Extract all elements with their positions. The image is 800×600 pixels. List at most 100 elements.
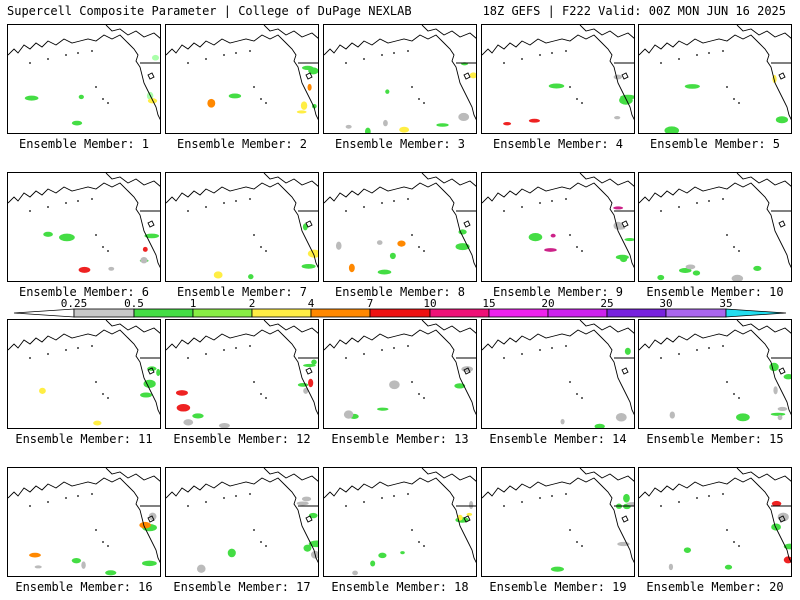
scp-shading-area (303, 544, 312, 552)
island-marker (381, 202, 383, 204)
scp-shading-area (303, 363, 316, 367)
scp-shading-area (301, 65, 314, 70)
scp-shading-area (24, 95, 39, 101)
island-marker (696, 349, 698, 351)
island-marker (576, 541, 578, 543)
scp-shading-area (105, 570, 117, 576)
member-map-panel (323, 24, 477, 134)
coastline (324, 34, 476, 121)
scp-shading-area (71, 120, 83, 126)
member-map (8, 25, 160, 126)
island-marker (47, 58, 49, 60)
scp-shading-area (731, 274, 744, 281)
color-scale-tick-label: 4 (307, 297, 315, 310)
arctic-coastline (579, 468, 634, 482)
color-scale-segment (251, 308, 312, 318)
island-marker (551, 347, 553, 349)
color-scale-tick-label: 35 (719, 297, 733, 310)
member-map (166, 468, 318, 573)
lake-outline (147, 72, 155, 80)
coastline (482, 477, 634, 564)
island-marker (411, 234, 413, 236)
color-scale-segment (13, 308, 75, 318)
arctic-coastline (736, 320, 791, 334)
island-marker (265, 545, 267, 547)
arctic-coastline (736, 173, 791, 187)
color-scale-tick-label: 15 (482, 297, 496, 310)
color-scale-tick-label: 2 (248, 297, 256, 310)
island-marker (107, 102, 109, 104)
scp-shading-area (377, 407, 389, 411)
scp-shading-area (300, 101, 308, 110)
member-map (639, 25, 791, 133)
scp-shading-area (151, 54, 160, 61)
arctic-coastline (579, 25, 634, 39)
color-scale-tick-label: 0.5 (124, 297, 144, 310)
island-marker (418, 393, 420, 395)
scp-shading-area (550, 566, 564, 572)
member-map-panel (7, 172, 161, 282)
lake-outline (147, 220, 155, 228)
island-marker (696, 202, 698, 204)
member-label: Ensemble Member: 8 (334, 285, 466, 299)
scp-shading-area (183, 419, 194, 426)
island-marker (569, 381, 571, 383)
member-label: Ensemble Member: 9 (492, 285, 624, 299)
island-marker (726, 234, 728, 236)
coastline (324, 477, 476, 564)
scp-shading-area (378, 552, 387, 559)
scp-shading-area (623, 493, 630, 503)
scp-shading-area (142, 246, 148, 252)
island-marker (722, 50, 724, 52)
lake-outline (463, 220, 471, 228)
scp-shading-area (613, 74, 623, 80)
member-map (482, 320, 634, 428)
scp-shading-area (389, 252, 396, 260)
island-marker (95, 234, 97, 236)
member-map (324, 468, 476, 576)
color-scale-tick-label: 0.25 (60, 297, 88, 310)
lake-outline (621, 367, 629, 375)
island-marker (95, 381, 97, 383)
arctic-coastline (105, 468, 160, 482)
member-map-panel (323, 319, 477, 429)
member-map (639, 320, 791, 422)
island-marker (253, 529, 255, 531)
scp-shading-area (345, 124, 352, 129)
color-scale-tick-label: 7 (366, 297, 374, 310)
scp-shading-area (594, 423, 605, 428)
member-label: Ensemble Member: 6 (18, 285, 150, 299)
arctic-coastline (263, 320, 318, 334)
arctic-coastline (263, 25, 318, 39)
coastline (166, 477, 318, 564)
scp-shading-area (192, 413, 204, 419)
member-map (166, 25, 318, 121)
scp-shading-area (370, 560, 376, 567)
island-marker (205, 353, 207, 355)
island-marker (249, 493, 251, 495)
island-marker (235, 200, 237, 202)
island-marker (393, 200, 395, 202)
arctic-coastline (263, 173, 318, 187)
island-marker (253, 381, 255, 383)
island-marker (569, 529, 571, 531)
island-marker (722, 493, 724, 495)
member-map-panel (638, 467, 792, 577)
lake-outline (305, 515, 313, 523)
island-marker (29, 357, 31, 359)
lake-outline (778, 72, 786, 80)
color-scale-segment (606, 308, 667, 318)
member-map-panel (165, 172, 319, 282)
island-marker (411, 381, 413, 383)
color-scale-segment (665, 308, 727, 318)
island-marker (47, 353, 49, 355)
island-marker (65, 349, 67, 351)
color-scale-segment (429, 308, 490, 318)
island-marker (722, 198, 724, 200)
island-marker (708, 52, 710, 54)
scp-shading-area (311, 359, 317, 365)
member-label: Ensemble Member: 2 (176, 137, 308, 151)
coastline (639, 34, 791, 121)
island-marker (345, 505, 347, 507)
island-marker (551, 52, 553, 54)
